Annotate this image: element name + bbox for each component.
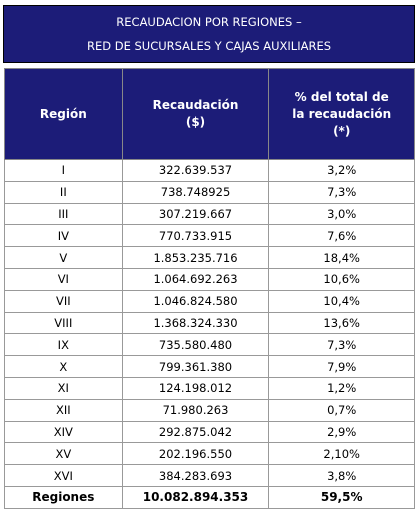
- data-row: V 1.853.235.716 18,4%: [4, 246, 415, 269]
- column-header-text: % del total de la recaudación (*): [292, 89, 392, 138]
- data-row: XII 71.980.263 0,7%: [4, 398, 415, 422]
- cell: 202.196.550: [121, 442, 270, 466]
- cell: XV: [4, 442, 123, 466]
- data-row: II 738.748925 7,3%: [4, 180, 415, 204]
- cell: XVI: [4, 464, 123, 487]
- cell: 3,2%: [268, 159, 415, 182]
- data-row: I 322.639.537 3,2%: [4, 159, 415, 182]
- cell: 10,4%: [268, 289, 415, 313]
- title-box: RECAUDACION POR REGIONES – RED DE SUCURS…: [3, 5, 415, 63]
- cell: 1.046.824.580: [121, 289, 270, 313]
- cell: 71.980.263: [121, 398, 270, 422]
- cell: VIII: [4, 311, 123, 335]
- cell: 2,10%: [268, 442, 415, 466]
- cell: IV: [4, 224, 123, 248]
- cell: 1.368.324.330: [121, 311, 270, 335]
- total-cell: 59,5%: [268, 485, 415, 509]
- data-row: XVI 384.283.693 3,8%: [4, 464, 415, 487]
- header-row: Región Recaudación ($) % del total de la r…: [4, 68, 415, 160]
- data-row: XIV 292.875.042 2,9%: [4, 420, 415, 444]
- data-row: X 799.361.380 7,9%: [4, 355, 415, 378]
- cell: VI: [4, 267, 123, 291]
- cell: 292.875.042: [121, 420, 270, 444]
- total-cell: 10.082.894.353: [121, 485, 270, 509]
- column-header-text: Recaudación ($): [152, 98, 239, 129]
- cell: 7,9%: [268, 355, 415, 378]
- cell: 738.748925: [121, 180, 270, 204]
- data-row: IV 770.733.915 7,6%: [4, 224, 415, 248]
- cell: 3,8%: [268, 464, 415, 487]
- cell: V: [4, 246, 123, 269]
- cell: 0,7%: [268, 398, 415, 422]
- table-body: I 322.639.537 3,2% II 738.748925 7,3% III 307.2…: [4, 159, 415, 509]
- cell: X: [4, 355, 123, 378]
- total-cell: Regiones: [4, 485, 123, 509]
- column-header: Región: [4, 68, 123, 160]
- cell: 13,6%: [268, 311, 415, 335]
- cell: VII: [4, 289, 123, 313]
- cell: 3,0%: [268, 202, 415, 226]
- cell: XIV: [4, 420, 123, 444]
- column-header: Recaudación ($): [121, 68, 270, 160]
- cell: XII: [4, 398, 123, 422]
- cell: 735.580.480: [121, 333, 270, 357]
- cell: 10,6%: [268, 267, 415, 291]
- title-line: RECAUDACION POR REGIONES –: [116, 15, 302, 29]
- cell: 799.361.380: [121, 355, 270, 378]
- cell: 770.733.915: [121, 224, 270, 248]
- cell: 124.198.012: [121, 376, 270, 400]
- cell: 7,3%: [268, 180, 415, 204]
- cell: IX: [4, 333, 123, 357]
- cell: 7,6%: [268, 224, 415, 248]
- cell: 384.283.693: [121, 464, 270, 487]
- cell: III: [4, 202, 123, 226]
- data-row: IX 735.580.480 7,3%: [4, 333, 415, 357]
- cell: 322.639.537: [121, 159, 270, 182]
- data-row: VII 1.046.824.580 10,4%: [4, 289, 415, 313]
- cell: 7,3%: [268, 333, 415, 357]
- data-row: XI 124.198.012 1,2%: [4, 376, 415, 400]
- cell: 1.064.692.263: [121, 267, 270, 291]
- data-row: VIII 1.368.324.330 13,6%: [4, 311, 415, 335]
- cell: XI: [4, 376, 123, 400]
- table: Región Recaudación ($) % del total de la r…: [4, 68, 415, 509]
- column-header: % del total de la recaudación (*): [268, 68, 415, 160]
- data-row: XV 202.196.550 2,10%: [4, 442, 415, 466]
- cell: II: [4, 180, 123, 204]
- column-header-text: Región: [39, 106, 87, 121]
- data-row: III 307.219.667 3,0%: [4, 202, 415, 226]
- cell: 1.853.235.716: [121, 246, 270, 269]
- total-row: Regiones 10.082.894.353 59,5%: [4, 485, 415, 509]
- cell: 18,4%: [268, 246, 415, 269]
- cell: I: [4, 159, 123, 182]
- title-line: RED DE SUCURSALES Y CAJAS AUXILIARES: [86, 39, 332, 53]
- data-row: VI 1.064.692.263 10,6%: [4, 267, 415, 291]
- cell: 2,9%: [268, 420, 415, 444]
- cell: 1,2%: [268, 376, 415, 400]
- cell: 307.219.667: [121, 202, 270, 226]
